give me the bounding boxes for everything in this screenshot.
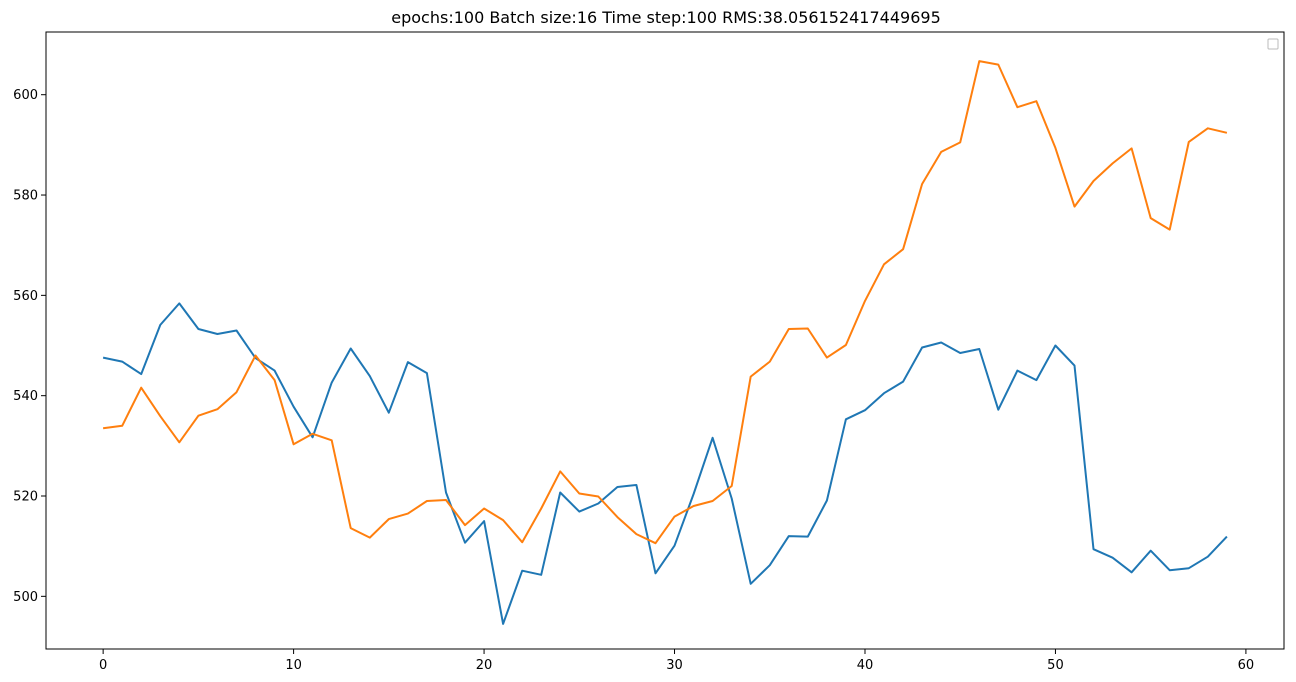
x-tick-label: 20 xyxy=(476,658,493,673)
y-tick-label: 600 xyxy=(13,88,38,103)
legend-box xyxy=(1267,38,1279,50)
series-line-2 xyxy=(102,60,1228,545)
y-tick-label: 500 xyxy=(13,590,38,605)
plot-frame xyxy=(45,31,1285,650)
x-tick-label: 10 xyxy=(285,658,302,673)
y-axis: 500 520 540 560 580 600 xyxy=(13,88,46,605)
y-tick-label: 560 xyxy=(13,289,38,304)
x-tick-label: 0 xyxy=(99,658,107,673)
x-tick-label: 60 xyxy=(1238,658,1255,673)
x-tick-label: 50 xyxy=(1047,658,1064,673)
chart-title: epochs:100 Batch size:16 Time step:100 R… xyxy=(391,8,941,27)
x-axis: 0 10 20 30 40 50 60 xyxy=(99,649,1254,673)
x-tick-label: 30 xyxy=(666,658,683,673)
series-line-1 xyxy=(102,302,1228,625)
y-tick-label: 520 xyxy=(13,490,38,505)
x-tick-label: 40 xyxy=(857,658,874,673)
series-layer xyxy=(102,60,1228,625)
y-tick-label: 540 xyxy=(13,389,38,404)
y-tick-label: 580 xyxy=(13,189,38,204)
